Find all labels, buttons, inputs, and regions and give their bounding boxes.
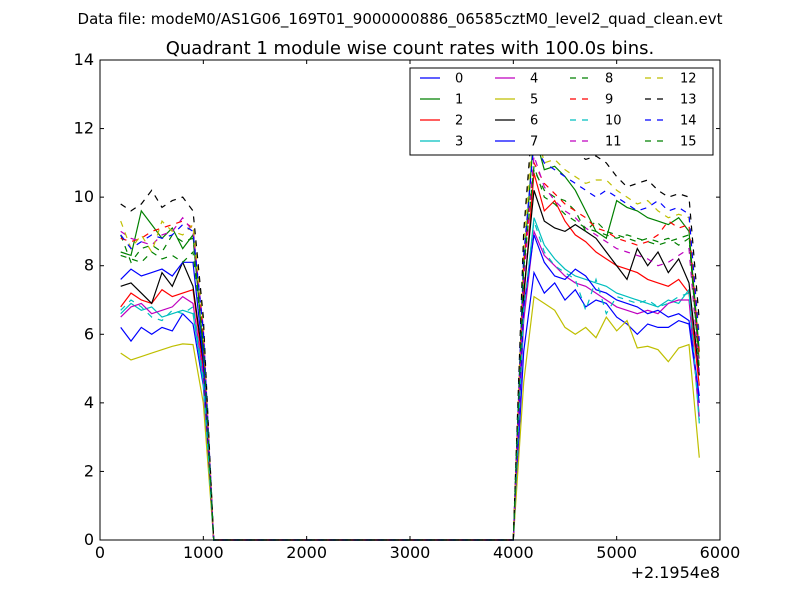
legend-label-5: 5 (530, 93, 538, 108)
legend-label-14: 14 (680, 114, 697, 129)
y-tick-label: 14 (74, 50, 94, 69)
y-tick-label: 10 (74, 187, 94, 206)
legend-label-13: 13 (680, 93, 697, 108)
legend-label-15: 15 (680, 135, 697, 150)
legend-label-1: 1 (455, 93, 463, 108)
legend-label-6: 6 (530, 114, 538, 129)
legend-label-12: 12 (680, 72, 697, 87)
y-tick-label: 0 (84, 530, 94, 549)
figure-suptitle: Data file: modeM0/AS1G06_169T01_90000008… (78, 10, 723, 29)
y-tick-label: 6 (84, 324, 94, 343)
x-tick-label: 3000 (390, 543, 431, 562)
x-tick-label: 0 (95, 543, 105, 562)
x-tick-label: 5000 (596, 543, 637, 562)
x-tick-label: 6000 (700, 543, 741, 562)
legend-label-11: 11 (605, 135, 622, 150)
y-tick-label: 8 (84, 256, 94, 275)
y-tick-label: 2 (84, 461, 94, 480)
legend-label-10: 10 (605, 114, 622, 129)
series-line-14 (120, 140, 700, 541)
legend-label-3: 3 (455, 135, 463, 150)
legend-label-8: 8 (605, 72, 613, 87)
legend-label-4: 4 (530, 72, 538, 87)
x-tick-label: 4000 (493, 543, 534, 562)
x-tick-label: 1000 (183, 543, 224, 562)
legend-label-2: 2 (455, 114, 463, 129)
legend-label-7: 7 (530, 135, 538, 150)
x-axis-offset-label: +2.1954e8 (631, 563, 720, 582)
y-tick-label: 12 (74, 119, 94, 138)
y-tick-label: 4 (84, 393, 94, 412)
x-tick-label: 2000 (286, 543, 327, 562)
legend-label-0: 0 (455, 72, 463, 87)
legend-label-9: 9 (605, 93, 613, 108)
chart-title: Quadrant 1 module wise count rates with … (166, 38, 655, 59)
x-axis: 0 1000 2000 3000 4000 5000 6000 (95, 60, 740, 562)
